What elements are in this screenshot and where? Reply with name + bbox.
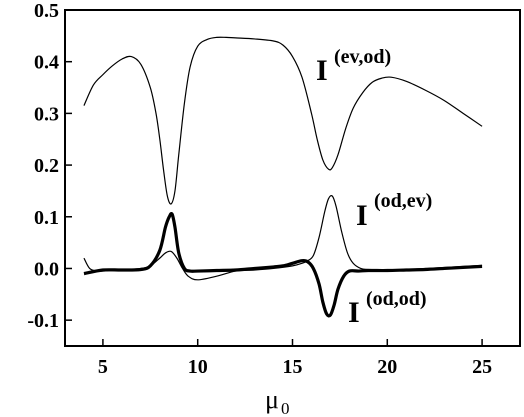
y-tick-label: 0.3 xyxy=(34,103,59,125)
series-layer xyxy=(83,36,483,318)
series-label-od-ev-sup: (od,ev) xyxy=(374,190,432,212)
y-tick-label: 0.2 xyxy=(34,155,59,177)
series-label-od-od-sup: (od,od) xyxy=(366,288,427,310)
y-tick-label: 0.4 xyxy=(34,52,59,74)
series-label-od-od: I (od,od) xyxy=(348,288,427,329)
x-tick-label: 15 xyxy=(283,356,303,378)
series-label-od-ev: I (od,ev) xyxy=(356,190,432,232)
y-tick-label: 0.5 xyxy=(34,0,59,22)
x-tick-label: 5 xyxy=(98,356,108,378)
x-axis-label-subscript: 0 xyxy=(281,399,290,417)
series-line-od-od xyxy=(83,211,483,318)
series-line-ev-od xyxy=(83,36,483,205)
y-tick-label: 0.0 xyxy=(34,258,59,280)
series-label-ev-od-main: I xyxy=(316,54,328,87)
x-tick-label: 25 xyxy=(472,356,492,378)
x-axis-label: μ 0 xyxy=(265,385,289,417)
series-label-ev-od-sup: (ev,od) xyxy=(334,46,391,68)
series-label-od-od-main: I xyxy=(348,296,360,329)
plot-frame xyxy=(64,9,521,347)
ticks: 5 10 15 20 25 0.5 0.4 0.3 0.2 0.1 0.0 -0.1 xyxy=(27,0,492,378)
x-axis-label-main: μ xyxy=(265,385,279,414)
y-tick-label: -0.1 xyxy=(27,310,59,332)
x-tick-label: 10 xyxy=(188,356,208,378)
y-tick-label: 0.1 xyxy=(34,207,59,229)
x-tick-label: 20 xyxy=(377,356,397,378)
series-label-od-ev-main: I xyxy=(356,199,368,232)
series-label-ev-od: I (ev,od) xyxy=(316,46,391,87)
